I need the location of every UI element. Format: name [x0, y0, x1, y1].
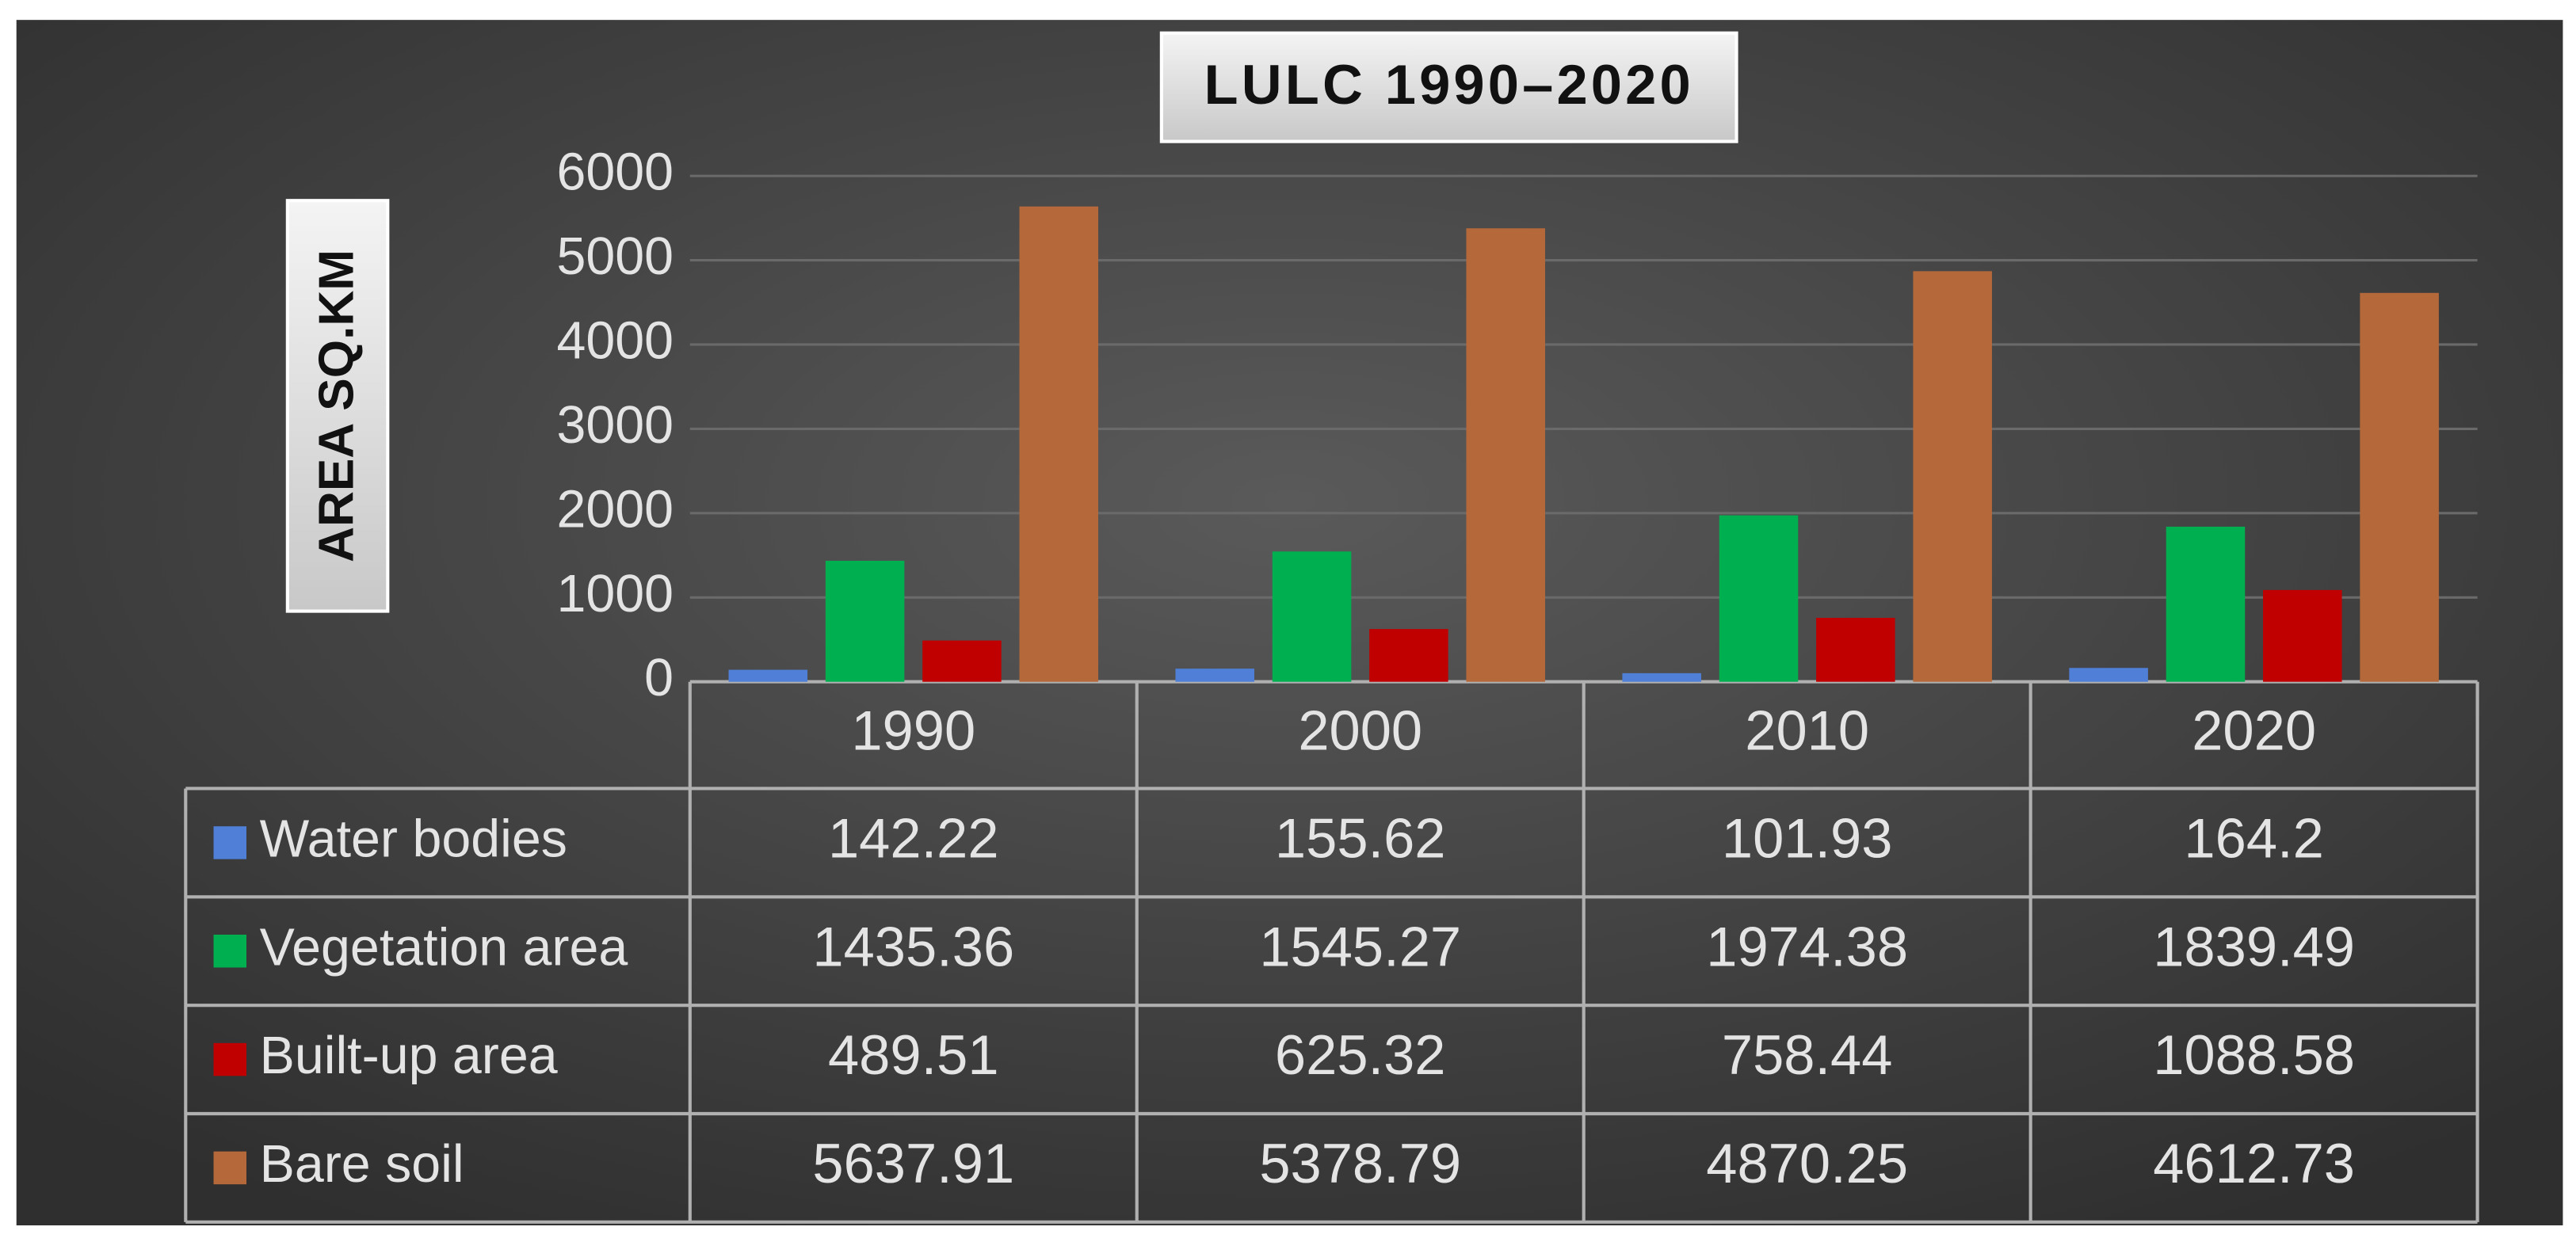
legend-swatch: [213, 826, 247, 859]
y-tick-label: 3000: [557, 396, 674, 455]
x-tick-label: 2020: [2192, 699, 2316, 762]
table-value: 489.51: [828, 1023, 999, 1086]
table-value: 1545.27: [1259, 915, 1461, 977]
table-value: 1974.38: [1706, 915, 1908, 977]
chart-title: LULC 1990–2020: [1204, 53, 1694, 116]
y-label-box: [285, 199, 390, 613]
legend-swatch: [213, 1042, 247, 1076]
bar: [1913, 271, 1992, 682]
bar: [2166, 526, 2246, 682]
bar: [2069, 668, 2148, 682]
x-tick-label: 2000: [1298, 699, 1422, 762]
bar: [1272, 551, 1352, 682]
bar: [1466, 228, 1545, 682]
table-value: 164.2: [2184, 807, 2323, 870]
bar: [825, 560, 905, 682]
y-axis-label: AREA SQ.KM: [310, 250, 364, 562]
bar: [1369, 629, 1448, 682]
bar: [2360, 292, 2439, 682]
bar: [1816, 617, 1895, 682]
legend-label: Water bodies: [260, 810, 567, 868]
x-tick-label: 2010: [1745, 699, 1869, 762]
table-value: 625.32: [1275, 1023, 1446, 1086]
y-tick-label: 2000: [557, 480, 674, 539]
table-value: 1839.49: [2153, 915, 2355, 977]
title-box: [1159, 31, 1738, 143]
table-value: 155.62: [1275, 807, 1446, 870]
legend-swatch: [213, 1151, 247, 1185]
table-value: 758.44: [1722, 1023, 1893, 1086]
table-value: 101.93: [1722, 807, 1893, 870]
y-tick-label: 6000: [557, 143, 674, 202]
legend-label: Bare soil: [260, 1135, 464, 1194]
x-tick-label: 1990: [851, 699, 975, 762]
legend-label: Vegetation area: [260, 918, 628, 977]
bar: [1175, 669, 1254, 682]
table-value: 1088.58: [2153, 1023, 2355, 1086]
legend-swatch: [213, 935, 247, 968]
bar: [728, 669, 808, 682]
table-value: 1435.36: [812, 915, 1014, 977]
y-tick-label: 4000: [557, 312, 674, 371]
table-value: 4870.25: [1706, 1132, 1908, 1194]
y-tick-label: 5000: [557, 227, 674, 286]
y-tick-label: 1000: [557, 565, 674, 623]
bar: [1622, 672, 1701, 682]
table-value: 5378.79: [1259, 1132, 1461, 1194]
table-value: 142.22: [828, 807, 999, 870]
y-tick-label: 0: [644, 649, 674, 707]
legend-label: Built-up area: [260, 1027, 558, 1085]
bar: [922, 640, 1002, 682]
bar: [1719, 515, 1799, 682]
table-value: 5637.91: [812, 1132, 1014, 1194]
table-value: 4612.73: [2153, 1132, 2355, 1194]
bar: [2263, 589, 2342, 682]
bar: [1019, 206, 1099, 682]
